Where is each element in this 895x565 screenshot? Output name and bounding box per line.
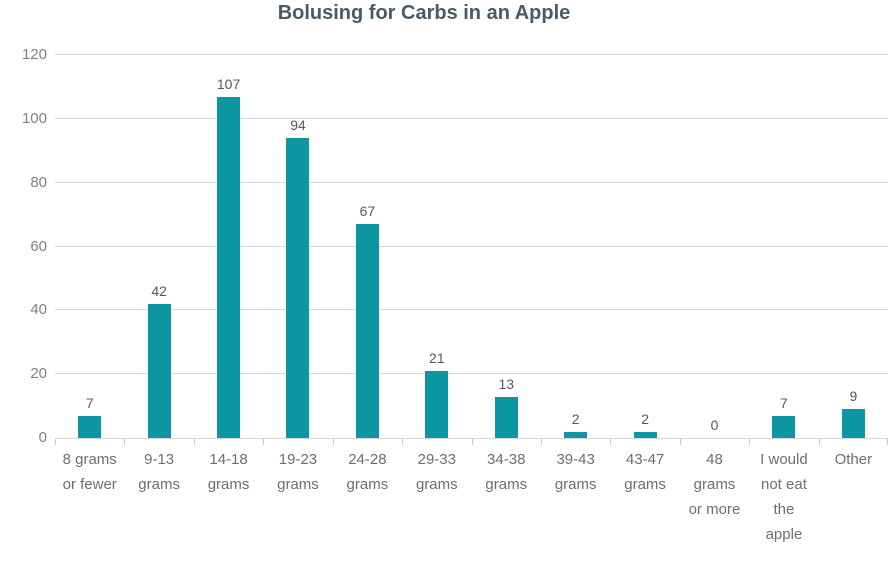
x-axis-tick-mark xyxy=(471,439,473,445)
bar-column: 7 xyxy=(749,55,818,438)
gridline xyxy=(55,54,888,55)
bar xyxy=(78,415,102,438)
gridline xyxy=(55,373,888,375)
bars-row: 7 42 107 94 67 21 13 2 2 0 7 9 xyxy=(55,55,888,438)
bar xyxy=(841,409,865,438)
x-axis-tick-mark xyxy=(332,439,334,445)
x-tick-label: 34-38 grams xyxy=(485,451,528,493)
bar-value-label: 107 xyxy=(216,75,241,92)
bar-value-label: 7 xyxy=(780,394,788,411)
bar-column: 2 xyxy=(541,55,610,438)
x-tick-label: 8 grams or fewer xyxy=(62,451,117,493)
bar-column: 21 xyxy=(402,55,471,438)
bar xyxy=(633,431,657,438)
y-tick-label: 120 xyxy=(21,46,47,63)
bar-value-label: 0 xyxy=(710,417,719,433)
y-axis-labels: 0 20 40 60 80 100 120 xyxy=(0,46,47,446)
x-axis-tick-mark xyxy=(679,439,681,445)
x-axis-tick-mark xyxy=(193,439,195,445)
y-tick-label: 0 xyxy=(38,429,47,446)
y-tick-label: 80 xyxy=(30,173,47,191)
bar xyxy=(217,96,241,438)
x-axis-tick-mark xyxy=(610,439,612,445)
x-axis-line xyxy=(55,438,888,439)
chart-title: Bolusing for Carbs in an Apple xyxy=(277,2,571,24)
bar-value-label: 42 xyxy=(151,282,167,299)
bar-column: 0 xyxy=(680,55,749,438)
bar-column: 7 xyxy=(55,55,124,438)
bar xyxy=(147,303,171,438)
bar xyxy=(564,431,588,438)
x-axis-tick-mark xyxy=(55,439,56,445)
bar-value-label: 67 xyxy=(359,203,376,220)
bar xyxy=(494,396,518,438)
bar-column: 107 xyxy=(194,55,263,438)
gridline xyxy=(55,245,888,247)
x-tick-label: Other xyxy=(834,451,873,468)
bar-column: 2 xyxy=(610,55,679,438)
plot-area: 7 42 107 94 67 21 13 2 2 0 7 9 xyxy=(55,54,888,445)
x-tick-label: 29-33 grams xyxy=(415,451,458,493)
x-tick-label: 39-43 grams xyxy=(554,451,597,493)
x-axis-tick-mark xyxy=(124,439,126,445)
y-tick-label: 60 xyxy=(30,237,47,255)
bar xyxy=(425,370,449,438)
bar xyxy=(772,415,796,438)
bar-value-label: 13 xyxy=(498,375,515,392)
gridline xyxy=(55,181,888,183)
bar-column: 9 xyxy=(819,55,888,438)
x-tick-label: 19-23 grams xyxy=(277,451,319,493)
x-tick-label: 9-13 grams xyxy=(138,451,180,493)
x-axis-tick-mark xyxy=(263,439,265,445)
x-axis-tick-mark xyxy=(887,439,888,445)
x-axis-labels: 8 grams or fewer 9-13 grams 14-18 grams 19-… xyxy=(55,447,888,547)
x-axis-tick-mark xyxy=(749,439,751,445)
x-tick-label: I would not eat the apple xyxy=(760,451,808,543)
bar-column: 42 xyxy=(124,55,193,438)
x-tick-label: 14-18 grams xyxy=(207,451,250,493)
bar-value-label: 9 xyxy=(849,388,858,405)
y-tick-label: 100 xyxy=(21,109,47,127)
gridline xyxy=(55,309,888,311)
bar-column: 94 xyxy=(263,55,332,438)
bar-column: 67 xyxy=(333,55,402,438)
x-axis-tick-mark xyxy=(818,439,820,445)
bar xyxy=(355,224,379,438)
x-tick-label: 24-28 grams xyxy=(346,451,389,493)
bar-value-label: 2 xyxy=(641,410,649,427)
bar-value-label: 94 xyxy=(290,116,306,133)
bar-column: 13 xyxy=(472,55,541,438)
x-axis-tick-mark xyxy=(402,439,404,445)
x-axis-tick-mark xyxy=(540,439,542,445)
bar-value-label: 21 xyxy=(429,349,445,366)
x-tick-label: 48 grams or more xyxy=(688,451,741,518)
bar-value-label: 2 xyxy=(571,410,580,427)
gridline xyxy=(55,117,888,119)
y-tick-label: 20 xyxy=(30,365,47,383)
bar-value-label: 7 xyxy=(85,394,94,411)
bar xyxy=(286,137,310,438)
y-tick-label: 40 xyxy=(30,301,47,319)
x-tick-label: 43-47 grams xyxy=(624,451,666,493)
